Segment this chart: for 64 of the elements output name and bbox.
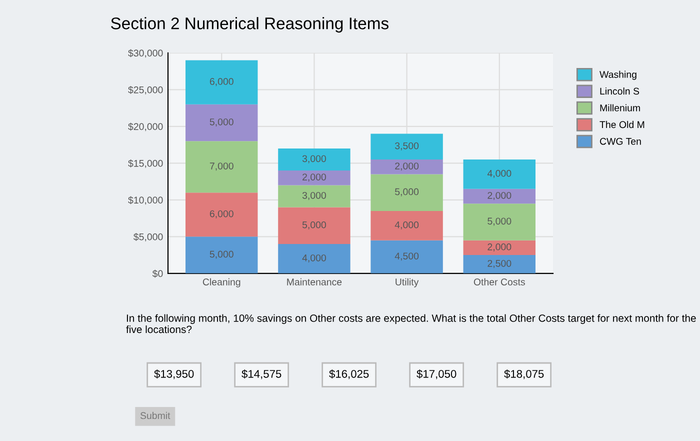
data-label: 4,000 [487,170,512,178]
bar [370,134,443,160]
legend-label: Lincoln S [600,87,640,95]
bar [463,204,536,240]
data-label: 6,000 [210,210,234,218]
y-tick-label: $10,000 [128,196,163,205]
text: $17,050 [416,370,456,380]
bar [186,104,258,142]
bar [370,210,443,240]
bar [370,240,443,274]
data-label: 5,000 [210,118,234,127]
text: In the following month, 10% savings on Other costs are expected. What is the total Other Costs target for next month for the five locations? [126,314,696,334]
y-tick-label: $30,000 [128,49,163,58]
data-label: 2,000 [488,192,512,200]
x-tick-label: Maintenance [287,278,342,286]
data-label: 5,000 [488,218,512,226]
data-label: 5,000 [302,221,326,230]
data-label: 3,000 [302,155,326,164]
data-label: 4,500 [394,252,419,261]
bar [186,60,258,104]
text: $16,025 [329,370,369,380]
bar [278,185,350,208]
legend-label: Millenium [600,104,640,112]
y-tick-label: $20,000 [128,122,163,132]
data-label: 2,000 [488,243,512,252]
text: $13,950 [154,370,194,380]
y-tick-label: $25,000 [128,86,163,94]
y-tick-label: $0 [152,270,163,278]
x-tick-label: Utility [396,278,419,288]
bar [463,255,536,274]
data-label: 2,000 [302,174,326,182]
data-label: 4,000 [394,221,419,230]
bar [463,240,536,256]
bar [370,174,443,211]
data-label: 3,500 [395,142,419,150]
y-tick-label: $5,000 [134,232,163,242]
data-label: 3,000 [302,192,326,200]
bar [186,236,258,274]
bar [186,141,258,193]
legend-label: CWG Ten [600,138,641,145]
data-label: 2,000 [395,162,419,171]
legend-label: The Old M [600,120,644,128]
text: $18,075 [504,370,544,380]
y-tick-label: $15,000 [128,159,163,168]
data-label: 4,000 [302,254,326,262]
data-label: 5,000 [395,188,419,196]
data-label: 6,000 [210,78,234,86]
text: Submit [140,412,170,420]
data-label: 7,000 [210,162,234,171]
x-tick-label: Other Costs [474,278,525,286]
data-label: 2,500 [488,260,512,268]
bar [370,159,443,174]
x-tick-label: Cleaning [202,278,240,288]
bar [278,170,350,186]
bar [278,244,350,274]
chart-title: Section 2 Numerical Reasoning Items [111,17,388,33]
bar [278,148,350,171]
bar [186,192,258,237]
data-label: 5,000 [210,250,234,259]
legend-label: Washing [600,70,636,80]
text: $14,575 [242,370,282,380]
bar [463,188,536,204]
bar [463,159,536,189]
bar [278,207,350,244]
